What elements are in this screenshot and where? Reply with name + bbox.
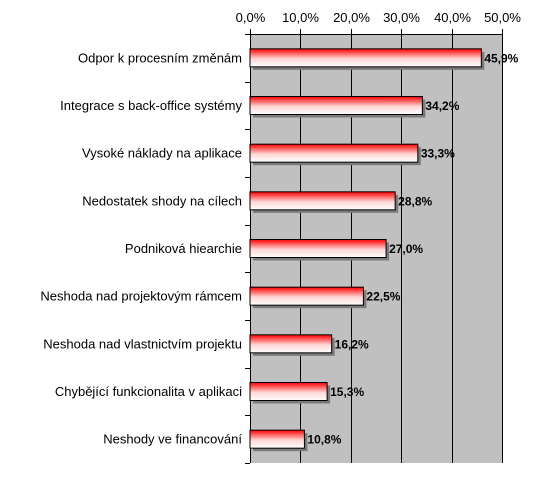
category-label-3: Nedostatek shody na cílech — [82, 193, 242, 208]
x-tick-label-0: 0,0% — [236, 10, 266, 25]
category-label-5: Neshoda nad projektovým rámcem — [40, 289, 242, 304]
data-label-1: 34,2% — [425, 99, 459, 113]
x-tick-label-50: 50,0% — [484, 10, 521, 25]
x-tick-label-20: 20,0% — [333, 10, 370, 25]
x-tick-label-10: 10,0% — [282, 10, 319, 25]
bar-4 — [249, 239, 387, 258]
bar-0 — [249, 48, 482, 68]
bar-2 — [249, 143, 419, 163]
data-label-0: 45,9% — [484, 51, 518, 65]
x-tick-label-30: 30,0% — [383, 10, 420, 25]
data-label-8: 10,8% — [307, 433, 341, 447]
data-label-3: 28,8% — [398, 194, 432, 208]
category-label-4: Podniková hiearchie — [125, 241, 242, 256]
data-label-2: 33,3% — [421, 147, 455, 161]
data-label-6: 16,2% — [335, 337, 369, 351]
axes: 0,0% 10,0% 20,0% 30,0% 40,0% 50,0% — [236, 10, 521, 464]
bar-1 — [249, 96, 423, 115]
bar-3 — [249, 191, 396, 211]
bar-5 — [249, 286, 364, 306]
bar-8 — [249, 429, 305, 449]
category-label-0: Odpor k procesním změnám — [78, 50, 242, 65]
bar-7 — [249, 382, 328, 401]
category-label-8: Neshody ve financování — [103, 432, 242, 447]
category-label-7: Chybějící funkcionalita v aplikaci — [55, 384, 242, 399]
category-label-1: Integrace s back-office systémy — [60, 98, 242, 113]
data-label-5: 22,5% — [366, 290, 400, 304]
bar-6 — [249, 334, 333, 354]
category-label-2: Vysoké náklady na aplikace — [82, 146, 242, 161]
data-label-7: 15,3% — [330, 385, 364, 399]
category-label-6: Neshoda nad vlastnictvím projektu — [43, 336, 242, 351]
bars — [249, 48, 485, 452]
labels: Odpor k procesním změnám 45,9% Integrace s… — [40, 50, 518, 446]
x-tick-label-40: 40,0% — [434, 10, 471, 25]
data-label-4: 27,0% — [389, 242, 423, 256]
